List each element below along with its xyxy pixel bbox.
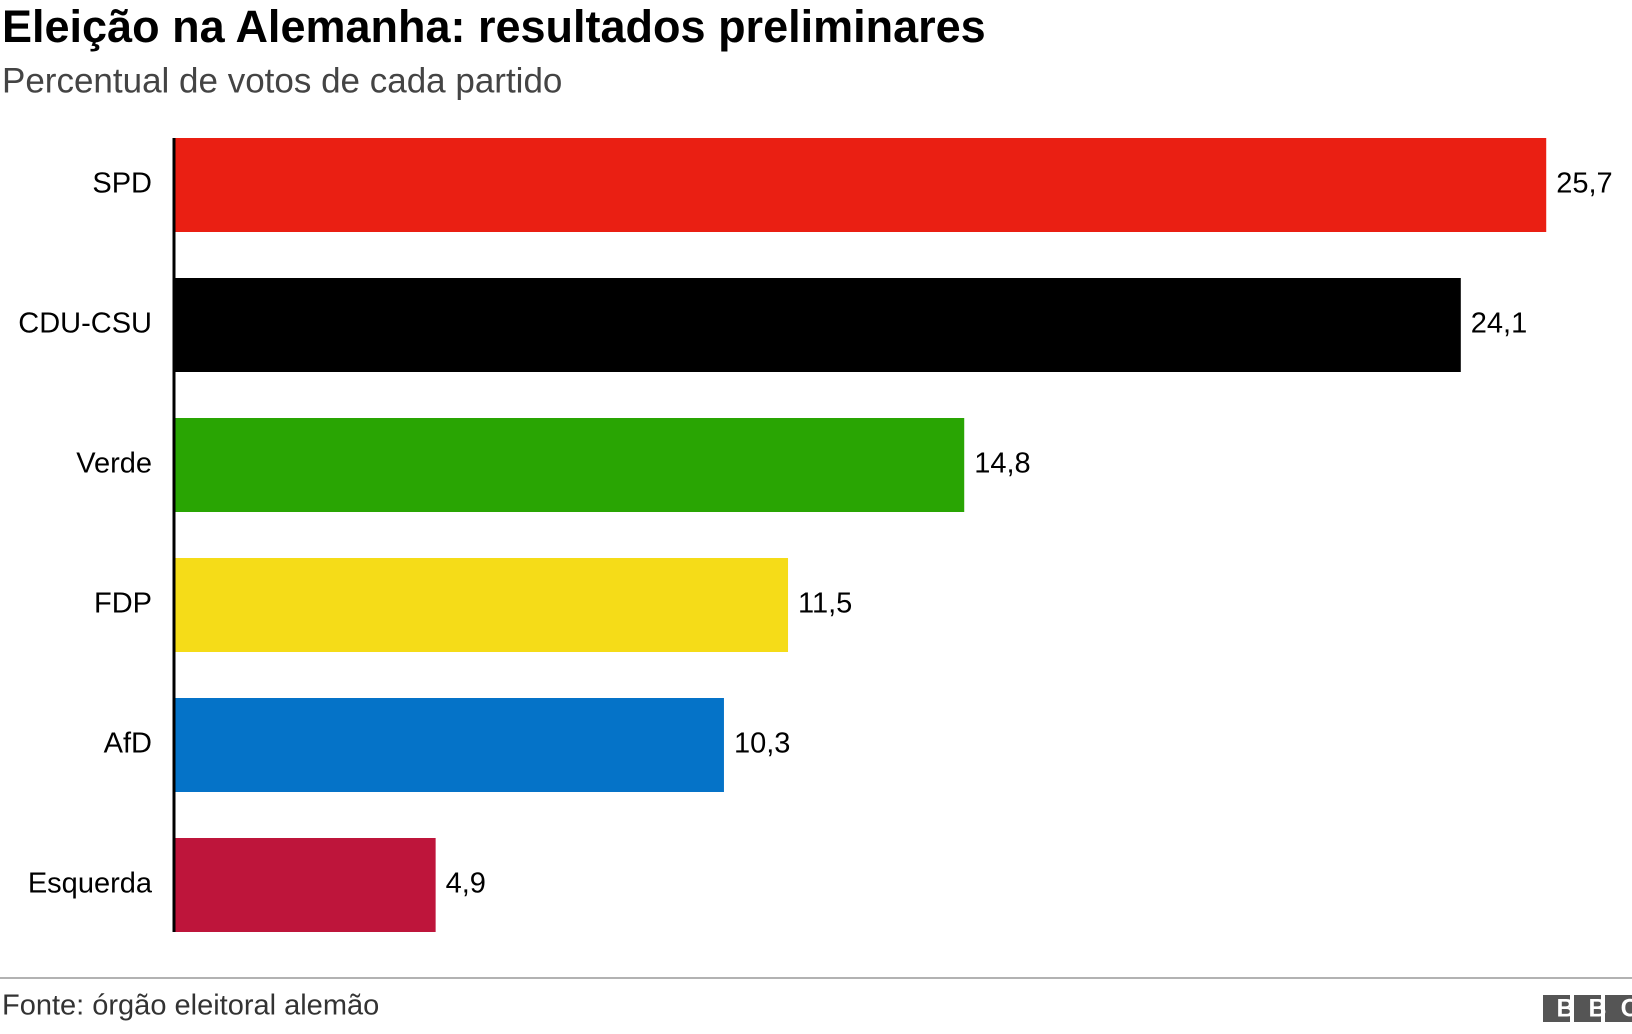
value-label: 11,5	[798, 588, 852, 620]
chart-subtitle: Percentual de votos de cada partido	[2, 61, 562, 100]
category-label: SPD	[92, 168, 152, 200]
bar	[174, 278, 1461, 372]
bar	[174, 418, 965, 512]
value-label: 14,8	[974, 448, 1030, 480]
category-label: FDP	[94, 588, 152, 620]
bar	[174, 838, 436, 932]
category-label: Esquerda	[28, 868, 153, 900]
source: Fonte: órgão eleitoral alemão	[2, 990, 379, 1022]
chart-title: Eleição na Alemanha: resultados prelimin…	[2, 1, 986, 52]
category-label: Verde	[76, 448, 152, 480]
value-label: 4,9	[446, 868, 486, 900]
category-label: AfD	[104, 728, 152, 760]
bar	[174, 558, 789, 652]
logo-text: BBC	[1557, 995, 1632, 1023]
bar	[174, 698, 724, 792]
bbc-logo: BBC	[1543, 995, 1632, 1023]
category-label: CDU-CSU	[18, 308, 152, 340]
bar	[174, 138, 1547, 232]
value-label: 24,1	[1471, 308, 1527, 340]
value-label: 10,3	[734, 728, 790, 760]
value-label: 25,7	[1556, 168, 1612, 200]
